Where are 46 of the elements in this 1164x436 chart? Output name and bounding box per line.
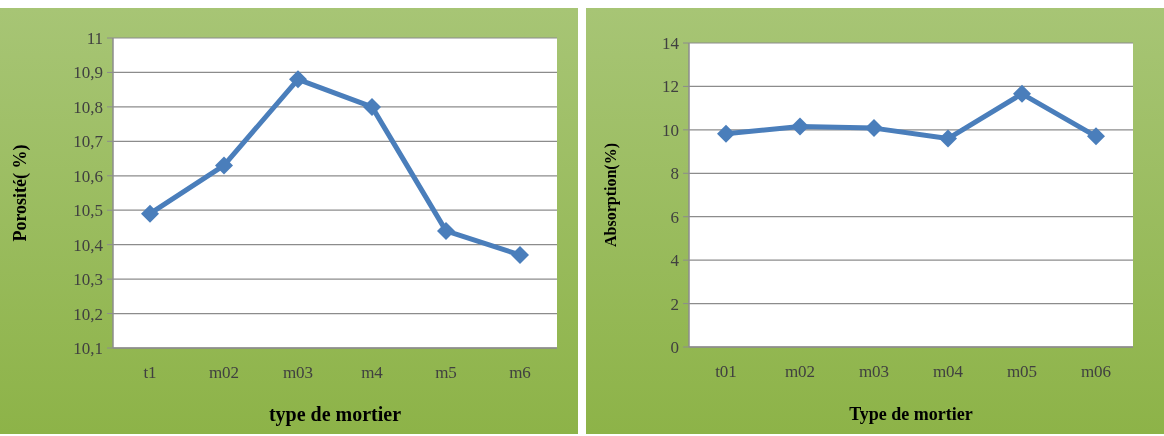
point (511, 246, 529, 264)
y-tick-label: 10,4 (73, 235, 104, 255)
y-tick-label: 11 (86, 28, 103, 48)
y-tick-label: 10,5 (73, 201, 103, 221)
point (865, 119, 883, 138)
y-axis-title: Porosité( %) (10, 144, 31, 242)
x-tick-label: m02 (208, 363, 240, 382)
x-tick-label: m03 (282, 363, 314, 382)
x-tick-label: m02 (784, 362, 816, 381)
x-tick-label: t01 (715, 362, 737, 381)
point (437, 221, 455, 240)
x-tick-label: m5 (435, 363, 457, 382)
x-tick-label: m6 (509, 363, 531, 382)
x-axis-title: type de mortier (268, 403, 402, 426)
point (141, 204, 159, 223)
y-tick-label: 4 (670, 251, 680, 271)
x-tick-label: m04 (932, 362, 964, 381)
point (1013, 84, 1031, 103)
y-tick-label: 10,3 (73, 270, 103, 290)
y-tick-label: 8 (670, 164, 679, 184)
y-tick-label: 10,6 (73, 166, 103, 186)
y-axis-title: Absorption(%) (602, 142, 620, 248)
y-tick-label: 2 (670, 294, 679, 314)
point (791, 117, 809, 136)
x-axis-title: Type de mortier (849, 404, 973, 424)
point (1087, 127, 1105, 146)
y-tick-label: 10,8 (73, 97, 103, 117)
y-tick-label: 0 (670, 337, 679, 357)
point (215, 156, 233, 175)
x-tick-label: m05 (1006, 362, 1038, 381)
x-tick-label: m4 (361, 363, 384, 382)
point (289, 70, 307, 89)
x-tick-label: t1 (143, 363, 157, 382)
y-tick-label: 10,1 (73, 338, 103, 358)
y-tick-label: 10,7 (73, 132, 104, 152)
point (939, 129, 957, 148)
x-tick-label: m03 (858, 362, 890, 381)
point (717, 124, 735, 143)
y-tick-label: 6 (670, 207, 679, 227)
y-tick-label: 10 (662, 120, 679, 140)
y-tick-label: 14 (662, 33, 680, 53)
y-tick-label: 12 (662, 77, 679, 97)
point (363, 97, 381, 116)
y-tick-label: 10,9 (73, 63, 103, 83)
y-tick-label: 10,2 (73, 304, 103, 324)
x-tick-label: m06 (1080, 362, 1112, 381)
